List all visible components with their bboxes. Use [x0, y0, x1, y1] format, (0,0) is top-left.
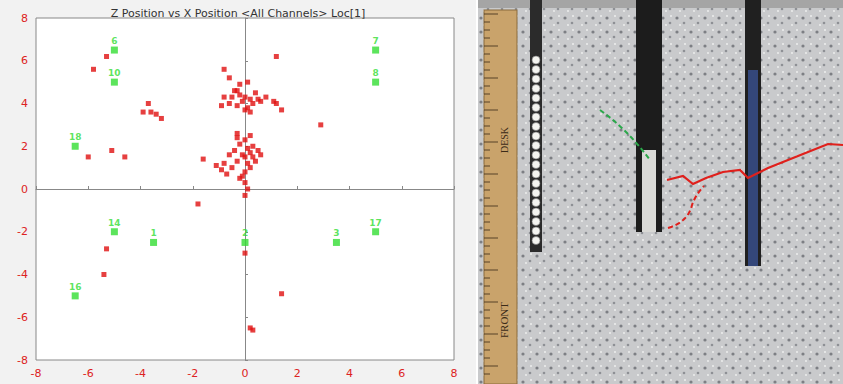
svg-text:17: 17	[369, 218, 382, 228]
svg-text:-8: -8	[17, 354, 28, 367]
svg-text:DESK: DESK	[499, 126, 510, 153]
svg-text:4: 4	[21, 97, 28, 110]
svg-text:6: 6	[398, 367, 405, 380]
svg-text:6: 6	[21, 54, 28, 67]
svg-text:6: 6	[111, 36, 117, 46]
svg-text:3: 3	[333, 228, 339, 238]
svg-text:FRONT: FRONT	[498, 302, 510, 338]
svg-text:-4: -4	[17, 268, 28, 281]
svg-text:16: 16	[69, 282, 82, 292]
svg-text:-2: -2	[17, 225, 28, 238]
svg-text:7: 7	[372, 36, 378, 46]
svg-text:0: 0	[21, 183, 28, 196]
svg-text:-8: -8	[31, 367, 42, 380]
svg-text:14: 14	[108, 218, 121, 228]
svg-text:4: 4	[346, 367, 353, 380]
svg-text:8: 8	[21, 12, 28, 25]
svg-text:-4: -4	[135, 367, 146, 380]
svg-text:2: 2	[242, 228, 248, 238]
svg-text:2: 2	[21, 140, 28, 153]
svg-text:8: 8	[372, 68, 378, 78]
svg-text:Z Position vs X Position <All: Z Position vs X Position <All Channels> …	[111, 7, 366, 20]
svg-text:1: 1	[150, 228, 156, 238]
svg-text:-2: -2	[187, 367, 198, 380]
svg-text:18: 18	[69, 132, 82, 142]
svg-text:8: 8	[451, 367, 458, 380]
svg-text:0: 0	[242, 367, 249, 380]
svg-text:2: 2	[294, 367, 301, 380]
svg-text:-6: -6	[17, 311, 28, 324]
svg-text:-6: -6	[83, 367, 94, 380]
svg-text:10: 10	[108, 68, 121, 78]
